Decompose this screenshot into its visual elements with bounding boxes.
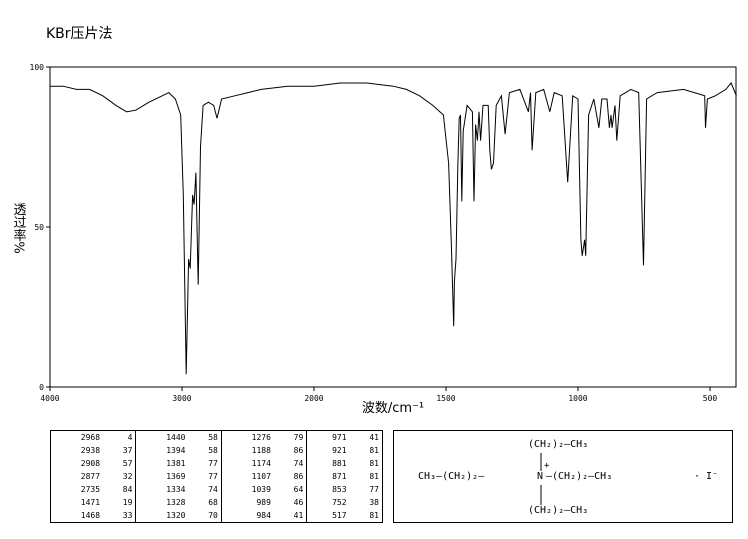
peak-cell: 1468 [80, 510, 101, 520]
peak-cell: 70 [208, 510, 218, 520]
peak-cell: 2968 [80, 433, 101, 443]
peak-cell: 74 [208, 484, 218, 494]
peak-cell: 58 [208, 433, 218, 443]
peak-cell: 2908 [80, 459, 101, 469]
peak-cell: 871 [306, 470, 350, 483]
chart: KBr压片法 波数/cm⁻¹ 透过率% 4000 3000 2000 1500 1000… [11, 26, 737, 416]
peak-cell: 2877 [80, 471, 101, 481]
peak-cell: 984 [220, 508, 274, 523]
peak-cell: 1334 [135, 482, 189, 496]
structure-top: (CH₂)₂—CH₃ [528, 439, 589, 450]
peak-cell: 921 [306, 444, 350, 458]
structure-anion: · I⁻ [694, 471, 719, 482]
peak-cell: 2938 [80, 446, 101, 456]
peak-row: 1471 19 1328 68 989 46 752 38 [51, 495, 383, 509]
peak-cell: 752 [306, 495, 350, 509]
peak-row: 2908 57 1381 77 1174 74 881 81 [51, 457, 383, 470]
peak-cell: 1188 [220, 444, 274, 458]
peak-cell: 81 [369, 459, 379, 469]
peak-cell: 1039 [220, 482, 274, 496]
peak-cell: 46 [293, 497, 304, 507]
peak-row: 2968 4 1440 58 1276 79 971 41 [51, 430, 383, 445]
peak-cell: 2735 [80, 484, 101, 494]
peak-cell: 4 [127, 433, 133, 443]
peak-cell: 853 [306, 482, 350, 496]
peak-cell: 971 [306, 430, 350, 445]
peak-cell: 1381 [135, 457, 189, 470]
peak-cell: 81 [369, 510, 379, 520]
peak-cell: 37 [122, 446, 133, 456]
plot-frame [49, 66, 737, 388]
peak-cell: 1471 [80, 497, 101, 507]
peak-cell: 1369 [135, 470, 189, 483]
x-tick-label: 4000 [40, 394, 59, 403]
y-tick-label: 50 [34, 223, 44, 232]
structure-charge: + [544, 461, 550, 471]
peak-cell: 58 [208, 446, 218, 456]
peak-cell: 38 [369, 497, 379, 507]
peak-row: 1468 33 1320 70 984 41 517 81 [51, 508, 383, 523]
peak-cell: 77 [369, 484, 379, 494]
peak-cell: 57 [122, 459, 133, 469]
spectrum-line [50, 82, 737, 375]
peak-cell: 33 [122, 510, 133, 520]
peak-cell: 1394 [135, 444, 189, 458]
x-tick-label: 3000 [172, 394, 191, 403]
x-tick-label: 1500 [436, 394, 455, 403]
peak-cell: 517 [306, 508, 350, 523]
peak-cell: 77 [208, 459, 218, 469]
peak-row: 2735 84 1334 74 1039 64 853 77 [51, 482, 383, 496]
structure-left: CH₃—(CH₂)₂— [418, 471, 485, 482]
peak-cell: 881 [306, 457, 350, 470]
chart-title: KBr压片法 [46, 26, 113, 42]
peak-cell: 1440 [135, 430, 189, 445]
peak-cell: 86 [293, 446, 304, 456]
structure-right: —(CH₂)₂—CH₃ [546, 471, 613, 482]
peak-cell: 74 [293, 459, 304, 469]
structure-center: N [537, 471, 544, 482]
x-tick-label: 500 [703, 394, 718, 403]
peak-cell: 86 [293, 471, 304, 481]
y-tick-label: 0 [39, 383, 44, 392]
peak-cell: 1328 [135, 495, 189, 509]
peak-cell: 81 [369, 446, 379, 456]
bonds [540, 453, 542, 505]
peak-cell: 989 [220, 495, 274, 509]
structure-bottom: (CH₂)₂—CH₃ [528, 505, 589, 516]
peak-cell: 41 [293, 510, 304, 520]
peak-cell: 68 [208, 497, 218, 507]
structure: (CH₂)₂—CH₃ CH₃—(CH₂)₂— N + —(CH₂)₂—CH₃ (… [393, 430, 733, 523]
peak-row: 2938 37 1394 58 1188 86 921 81 [51, 444, 383, 458]
peak-cell: 79 [293, 433, 304, 443]
y-tick-label: 100 [30, 63, 45, 72]
peak-cell: 84 [122, 484, 133, 494]
x-tick-label: 2000 [304, 394, 323, 403]
peak-table: 2968 4 1440 58 1276 79 971 41 2938 37 1394 58 1188 86… [50, 430, 383, 523]
peak-cell: 32 [122, 471, 133, 481]
peak-cell: 64 [293, 484, 304, 494]
peak-cell: 1107 [220, 470, 274, 483]
peak-cell: 81 [369, 471, 379, 481]
peak-cell: 41 [369, 433, 379, 443]
peak-cell: 1174 [220, 457, 274, 470]
peak-cell: 77 [208, 471, 218, 481]
peak-cell: 1276 [220, 430, 274, 445]
peak-cell: 1320 [135, 508, 189, 523]
x-tick-label: 1000 [568, 394, 587, 403]
x-axis-label: 波数/cm⁻¹ [362, 401, 424, 416]
peak-row: 2877 32 1369 77 1107 86 871 81 [51, 470, 383, 483]
y-axis-label: 透过率% [11, 202, 27, 253]
peak-cell: 19 [122, 497, 133, 507]
